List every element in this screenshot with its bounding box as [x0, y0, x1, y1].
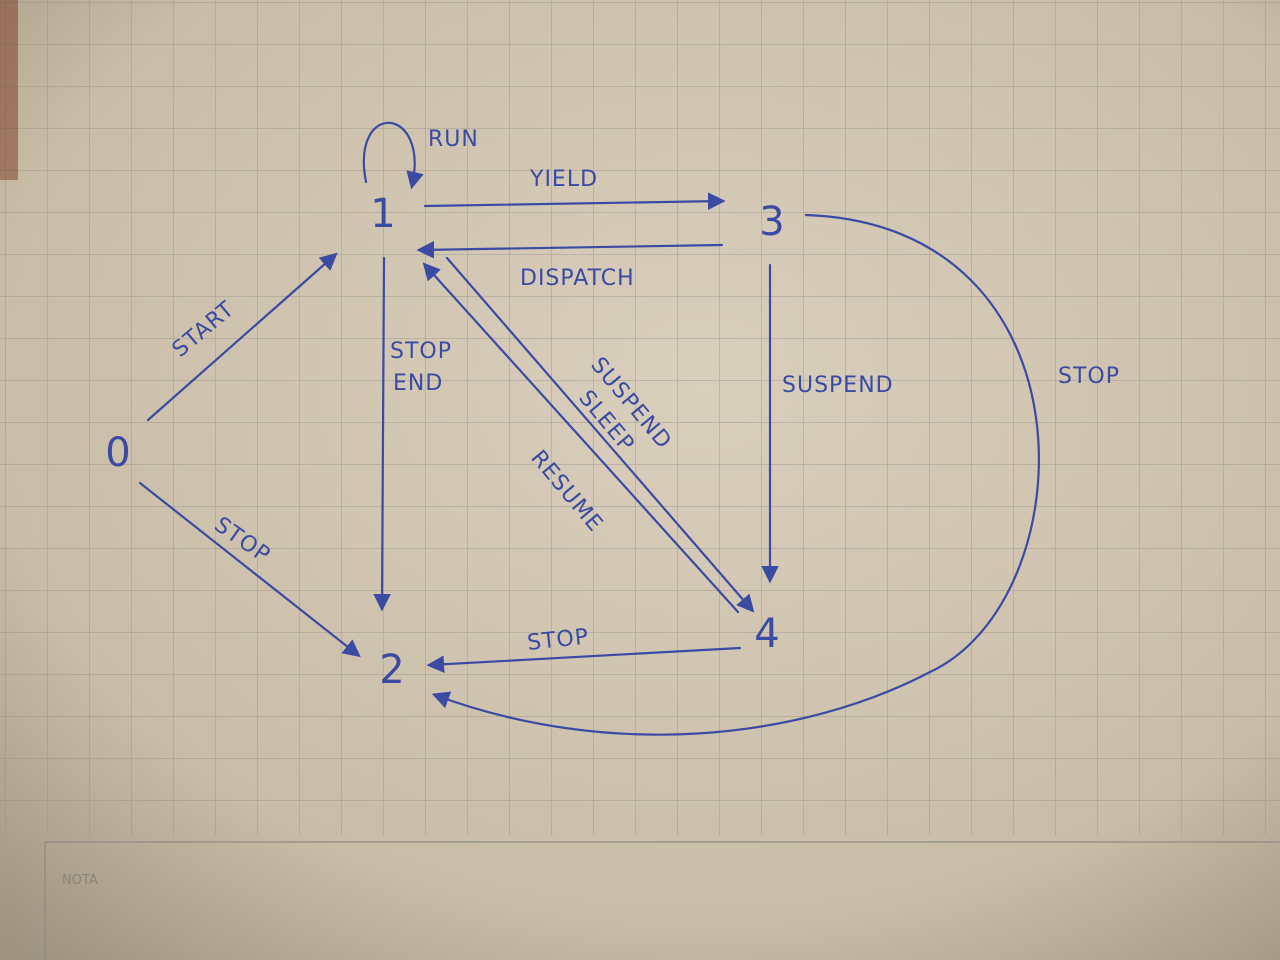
edge-suspend-sleep — [445, 256, 755, 613]
edge-dispatch — [416, 240, 724, 259]
edge-stop-3-2 — [431, 213, 1040, 736]
edge-label: STOP — [1058, 364, 1120, 389]
edge-run — [362, 121, 424, 190]
grid — [0, 0, 1280, 835]
edge-label: SUSPEND — [782, 373, 894, 398]
edge-label: RUN — [428, 127, 479, 152]
node-label: 3 — [759, 199, 784, 245]
edge-label: STOP — [390, 339, 452, 364]
node-label: 4 — [754, 611, 779, 657]
node-label: 0 — [105, 430, 130, 476]
edge-start — [146, 252, 338, 422]
node-label: 1 — [370, 191, 395, 237]
nodes: 0 1 2 3 4 — [105, 191, 784, 693]
edge-label: END — [393, 371, 443, 396]
edge-yield — [423, 192, 726, 211]
edges — [138, 121, 1040, 736]
edge-stop-4-2 — [426, 646, 742, 674]
node-label: 2 — [379, 647, 404, 693]
edge-stop-0-2 — [138, 481, 361, 658]
edge-resume — [422, 262, 740, 614]
footer-label: NOTA — [62, 873, 98, 888]
paper-edge — [0, 0, 18, 180]
edge-label: YIELD — [529, 167, 598, 192]
edge-stop-end — [373, 256, 391, 612]
edge-label: DISPATCH — [520, 266, 635, 291]
